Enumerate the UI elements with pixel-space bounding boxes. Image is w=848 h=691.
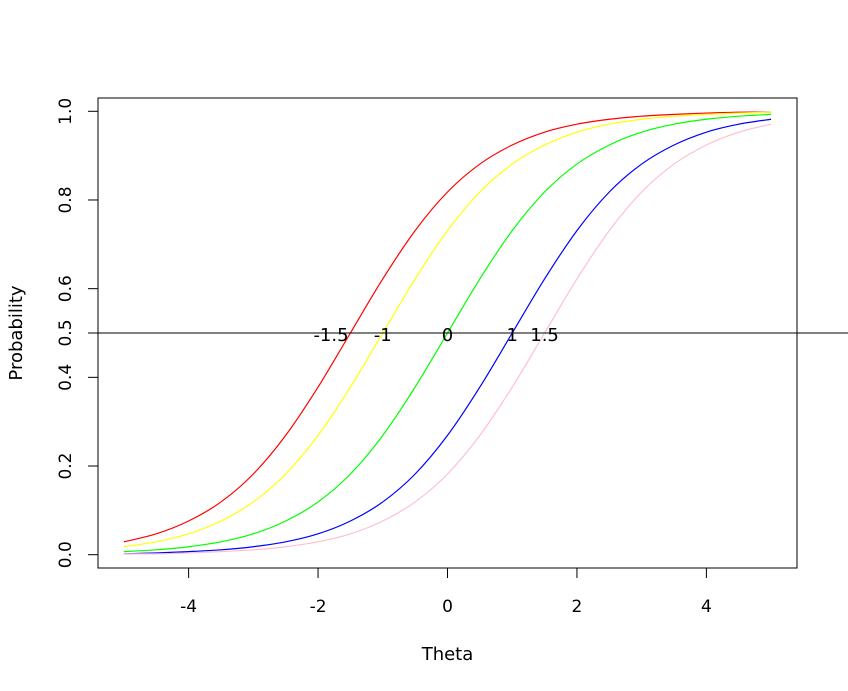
x-tick-label: 4 (701, 597, 712, 617)
y-tick-label: 0.4 (56, 364, 76, 391)
annotation-label: -1.5 (313, 325, 348, 346)
x-axis-title: Theta (421, 644, 474, 665)
x-tick-label: -2 (310, 597, 327, 617)
y-tick-label: 0.8 (56, 186, 76, 213)
annotation-label: 1 (506, 325, 517, 346)
y-axis: 0.0 0.2 0.4 0.5 0.6 0.8 1.0 (56, 98, 99, 568)
x-axis: -4 -2 0 2 4 (180, 567, 712, 617)
series-line-1 (123, 111, 772, 543)
y-tick-label: 0.2 (56, 452, 76, 479)
series-line-5 (123, 123, 772, 555)
x-tick-label: -4 (180, 597, 197, 617)
annotation-layer: -1.5 -1 0 1 1.5 (313, 325, 558, 346)
x-tick-label: 2 (572, 597, 583, 617)
y-tick-label: 0.0 (56, 541, 76, 568)
y-tick-label: 0.6 (56, 275, 76, 302)
y-tick-label: 0.5 (56, 319, 76, 346)
x-tick-label: 0 (442, 597, 453, 617)
series-line-4 (123, 118, 772, 555)
annotation-label: 1.5 (530, 325, 559, 346)
annotation-label: -1 (374, 325, 392, 346)
y-axis-title: Probability (6, 285, 27, 380)
y-tick-label: 1.0 (56, 98, 76, 125)
annotation-label: 0 (442, 325, 453, 346)
series-line-2 (123, 111, 772, 548)
